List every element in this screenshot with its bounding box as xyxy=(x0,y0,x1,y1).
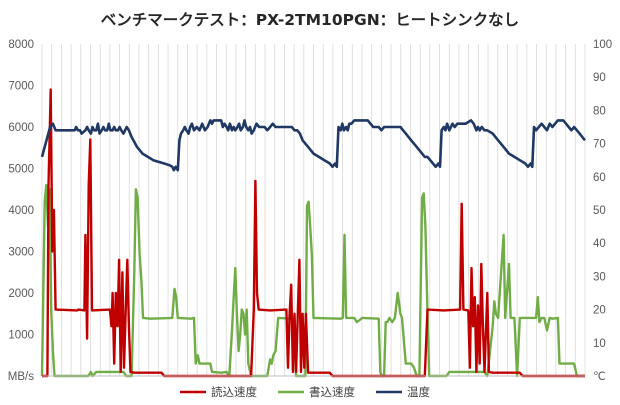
y-left-tick-label: 8000 xyxy=(8,39,34,51)
y-right-tick-label: 10 xyxy=(593,338,606,350)
y-left-tick-label: 3000 xyxy=(8,247,34,259)
vertical-gridlines xyxy=(41,44,586,376)
y-right-tick-label: 80 xyxy=(593,105,606,117)
y-right-unit-label: ℃ xyxy=(593,371,606,383)
legend-label: 温度 xyxy=(407,385,430,399)
left-axis-tick-labels: 1000 2000 3000 4000 5000 6000 7000 8000 MB/s xyxy=(8,39,34,383)
right-axis-tick-labels: 10 20 30 40 50 60 70 80 90 100 ℃ xyxy=(593,39,612,383)
chart-title: ベンチマークテスト：PX-2TM10PGN：ヒートシンクなし xyxy=(100,11,520,29)
series-layer xyxy=(40,88,587,378)
y-right-tick-label: 50 xyxy=(593,205,606,217)
series-line-read xyxy=(42,88,585,378)
y-left-tick-label: 4000 xyxy=(8,205,34,217)
y-right-tick-label: 90 xyxy=(593,72,606,84)
y-right-tick-label: 30 xyxy=(593,271,606,283)
y-left-tick-label: 5000 xyxy=(8,164,34,176)
legend-label: 読込速度 xyxy=(211,385,257,399)
y-left-tick-label: 6000 xyxy=(8,122,34,134)
legend-label: 書込速度 xyxy=(309,385,355,399)
y-right-tick-label: 20 xyxy=(593,305,606,317)
y-right-tick-label: 70 xyxy=(593,139,606,151)
series-line-write xyxy=(40,183,585,378)
y-left-tick-label: 2000 xyxy=(8,288,34,300)
y-left-unit-label: MB/s xyxy=(8,371,34,383)
y-right-tick-label: 100 xyxy=(593,39,612,51)
legend: 読込速度 書込速度 温度 xyxy=(180,385,430,399)
series-line-temperature xyxy=(40,119,587,172)
y-right-tick-label: 40 xyxy=(593,238,606,250)
y-right-tick-label: 60 xyxy=(593,172,606,184)
y-left-tick-label: 1000 xyxy=(8,330,34,342)
y-left-tick-label: 7000 xyxy=(8,81,34,93)
